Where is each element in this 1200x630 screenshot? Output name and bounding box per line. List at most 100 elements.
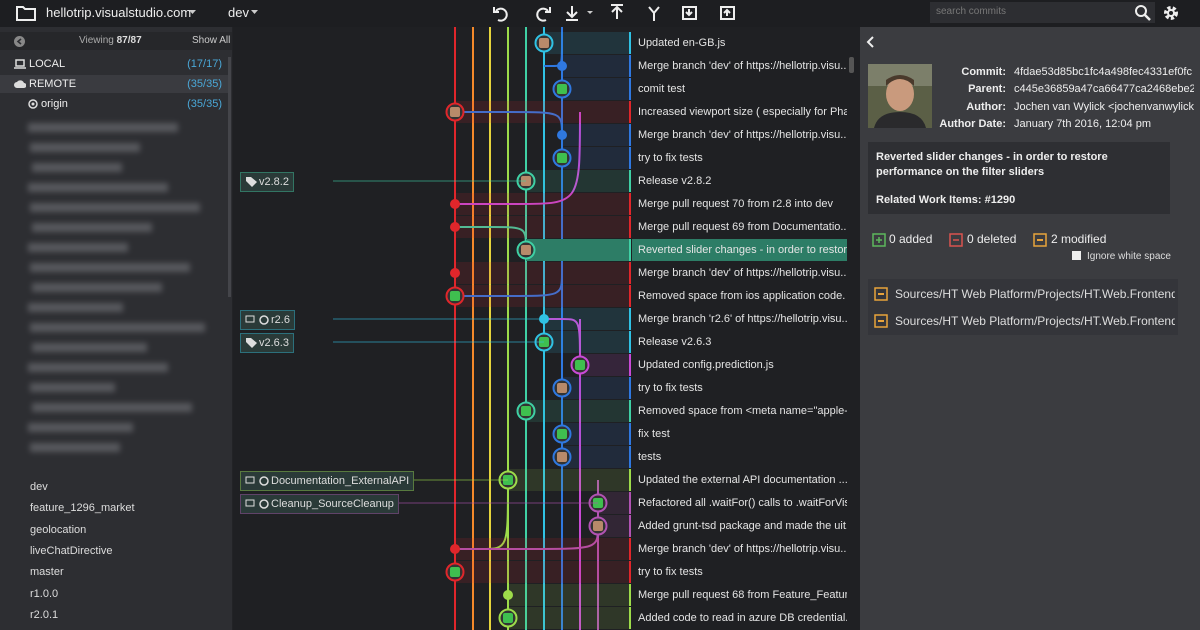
blurred-item: [32, 163, 122, 172]
commit-message: Added code to read in azure DB credentia…: [638, 612, 847, 624]
laptop-icon: [245, 315, 255, 323]
icon-box: [874, 287, 888, 301]
settings-icon[interactable]: [1162, 4, 1180, 22]
commit-row[interactable]: Merge branch 'dev' of https://hellotrip.…: [632, 55, 847, 77]
row-band: [562, 78, 631, 100]
remote-section[interactable]: REMOTE (35/35): [0, 75, 228, 93]
commit-row[interactable]: Updated config.prediction.js: [632, 354, 847, 376]
repo-name[interactable]: hellotrip.visualstudio.com: [46, 5, 192, 20]
remote-count: (35/35): [187, 78, 222, 90]
avatar-face: [521, 406, 531, 416]
commit-row[interactable]: Removed space from ios application code.…: [632, 285, 847, 307]
row-band: [455, 216, 631, 238]
file-row[interactable]: Sources/HT Web Platform/Projects/HT.Web.…: [868, 282, 1178, 306]
row-band: [455, 101, 631, 123]
commit-message: Merge pull request 70 from r2.8 into dev: [638, 198, 834, 210]
branch-item[interactable]: dev: [30, 481, 48, 493]
row-band: [598, 492, 631, 514]
commit-dot: [450, 544, 460, 554]
ref-icon: [245, 476, 269, 486]
back-icon[interactable]: [866, 36, 876, 48]
ref-label[interactable]: Cleanup_SourceCleanup: [240, 494, 399, 514]
show-all[interactable]: Show All: [192, 35, 231, 46]
commit-message: tests: [638, 451, 662, 463]
author-avatar: [868, 64, 932, 128]
blurred-item: [28, 123, 178, 132]
commit-message: Merge branch 'dev' of https://hellotrip.…: [638, 60, 847, 72]
commit-row[interactable]: Merge branch 'dev' of https://hellotrip.…: [632, 124, 847, 146]
ref-label[interactable]: v2.8.2: [240, 172, 294, 192]
commit-row[interactable]: Removed space from <meta name="apple-i..…: [632, 400, 847, 422]
commit-message: Merge branch 'dev' of https://hellotrip.…: [638, 267, 847, 279]
commit-row[interactable]: Merge branch 'r2.6' of https://hellotrip…: [632, 308, 847, 330]
branch-item[interactable]: geolocation: [30, 523, 87, 536]
branch-item[interactable]: r1.0.0: [30, 587, 59, 600]
commit-message: comit test: [638, 83, 686, 95]
row-band: [598, 515, 631, 537]
ref-icon: [246, 338, 257, 348]
commit-row[interactable]: try to fix tests: [632, 147, 847, 169]
row-marker: [629, 492, 631, 514]
commit-row[interactable]: Reverted slider changes - in order to re…: [632, 239, 847, 261]
commit-dot: [557, 130, 567, 140]
commit-row[interactable]: Refactored all .waitFor() calls to .wait…: [632, 492, 847, 514]
branch-item[interactable]: master: [30, 566, 64, 579]
ref-name: Documentation_ExternalAPI: [271, 475, 410, 487]
deleted-count: 0 deleted: [967, 232, 1017, 246]
commit-row[interactable]: Release v2.8.2: [632, 170, 847, 192]
commit-row[interactable]: Added grunt-tsd package and made the uit…: [632, 515, 847, 537]
row-marker: [629, 377, 631, 399]
commit-row[interactable]: Updated the external API documentation .…: [632, 469, 847, 491]
commit-message: Merge branch 'dev' of https://hellotrip.…: [638, 543, 847, 555]
commit-row[interactable]: Added code to read in azure DB credentia…: [632, 607, 847, 629]
commit-dot: [503, 590, 513, 600]
collapse-icon[interactable]: [14, 36, 25, 47]
row-marker: [629, 469, 631, 491]
commit-row[interactable]: Merge branch 'dev' of https://hellotrip.…: [632, 262, 847, 284]
row-band: [580, 354, 631, 376]
row-band: [508, 469, 631, 491]
commit-row[interactable]: try to fix tests: [632, 377, 847, 399]
commit-row[interactable]: Merge branch 'dev' of https://hellotrip.…: [632, 538, 847, 560]
remote-icon: [259, 499, 269, 509]
local-section[interactable]: LOCAL (17/17): [0, 55, 228, 73]
branch-item[interactable]: r2.0.1: [30, 608, 59, 621]
commit-row[interactable]: Updated en-GB.js: [632, 32, 847, 54]
search-box[interactable]: search commits: [930, 2, 1155, 23]
branch-name[interactable]: dev: [228, 5, 249, 20]
commit-row[interactable]: Merge pull request 70 from r2.8 into dev: [632, 193, 847, 215]
row-band: [562, 377, 631, 399]
commit-details: Commit: 4fdae53d85bc1fc4a498fec4331ef0fc P…: [860, 27, 1200, 630]
commit-row[interactable]: tests: [632, 446, 847, 468]
commit-message: Increased viewport size ( especially for…: [638, 106, 847, 118]
search-icon[interactable]: [1135, 5, 1151, 21]
blurred-item: [30, 383, 115, 392]
row-marker: [629, 32, 631, 54]
branch-item[interactable]: feature_1296_market: [30, 502, 135, 515]
commit-row[interactable]: fix test: [632, 423, 847, 445]
commit-row[interactable]: try to fix tests: [632, 561, 847, 583]
avatar-face: [503, 613, 513, 623]
ref-label[interactable]: r2.6: [240, 310, 295, 330]
ignore-whitespace-checkbox[interactable]: [1072, 251, 1081, 260]
ref-label[interactable]: Documentation_ExternalAPI: [240, 471, 415, 491]
commit-dot: [450, 268, 460, 278]
commit-dot: [557, 61, 567, 71]
row-marker: [629, 446, 631, 468]
commit-row[interactable]: Increased viewport size ( especially for…: [632, 101, 847, 123]
commit-row[interactable]: Merge pull request 68 from Feature_Featu…: [632, 584, 847, 606]
commit-row[interactable]: comit test: [632, 78, 847, 100]
commit-row[interactable]: Merge pull request 69 from Documentatio.…: [632, 216, 847, 238]
merge-curve: [455, 111, 581, 205]
folder-icon[interactable]: [16, 5, 36, 21]
toolbar-icons[interactable]: [490, 3, 750, 23]
file-row[interactable]: Sources/HT Web Platform/Projects/HT.Web.…: [868, 309, 1178, 333]
commit-row[interactable]: Release v2.6.3: [632, 331, 847, 353]
origin-remote[interactable]: origin (35/35): [0, 95, 228, 113]
branch-item[interactable]: liveChatDirective: [30, 544, 113, 557]
caret: [189, 10, 196, 14]
caret: [251, 10, 258, 14]
ref-label[interactable]: v2.6.3: [240, 333, 294, 353]
field-value: 4fdae53d85bc1fc4a498fec4331ef0fc: [1014, 66, 1192, 78]
